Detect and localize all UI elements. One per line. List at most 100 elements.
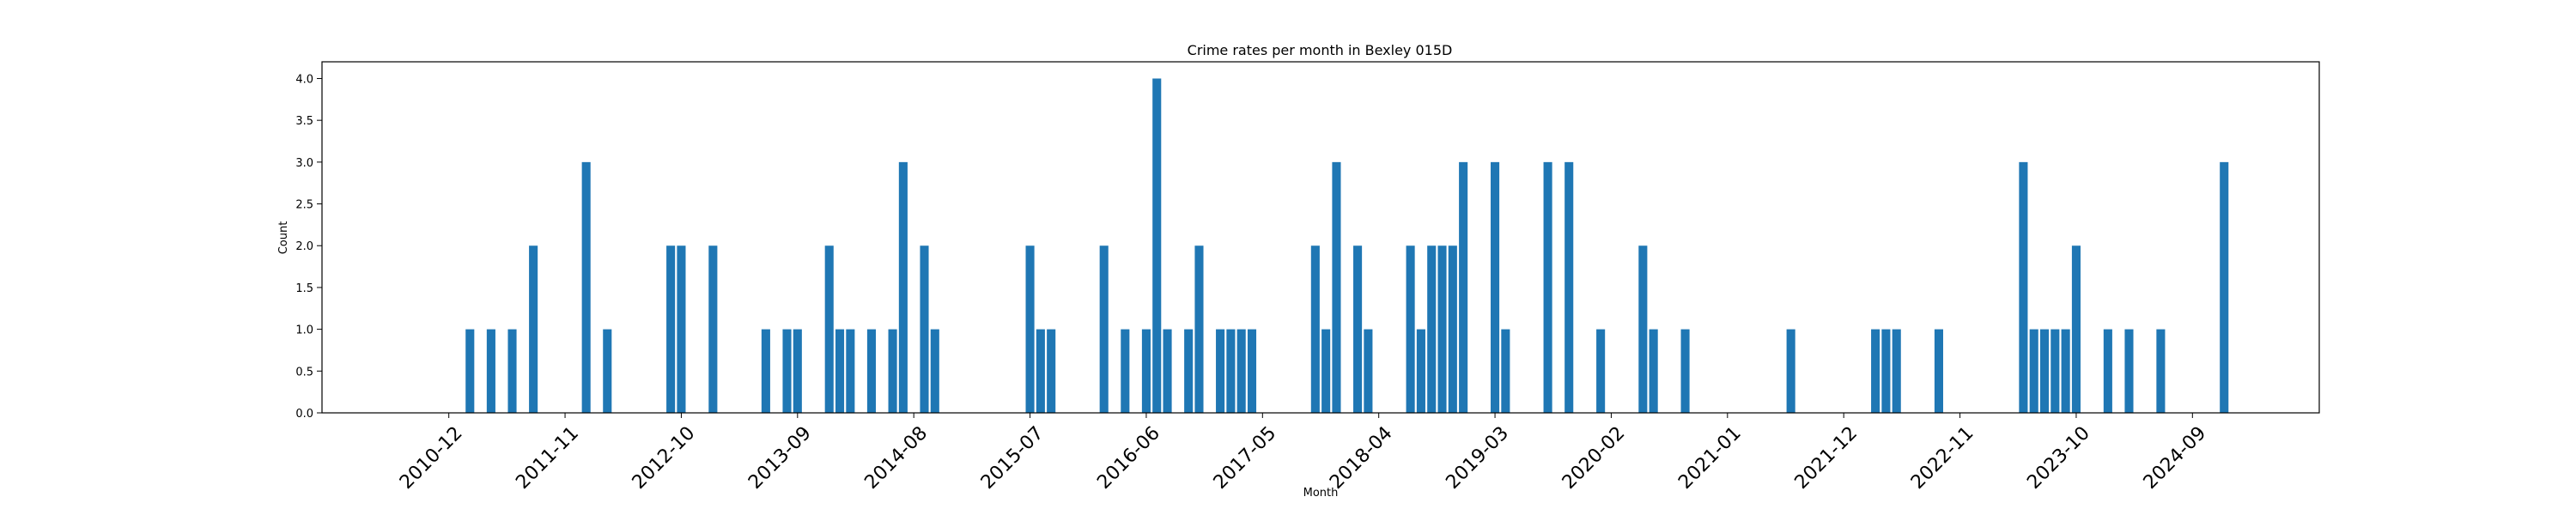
x-tick-label: 2012-10 (629, 422, 700, 494)
bar-2013-06 (761, 329, 770, 413)
bar-2017-03 (1236, 329, 1246, 413)
bar-2022-09 (1934, 329, 1943, 413)
bar-2023-09 (2061, 329, 2070, 413)
bar-2018-08 (1416, 329, 1425, 413)
bar-2023-06 (2029, 329, 2038, 413)
bar-2024-01 (2103, 329, 2112, 413)
bar-2011-02 (465, 329, 475, 413)
bar-2013-09 (793, 329, 802, 413)
y-tick-label: 3.0 (295, 157, 313, 170)
bar-2016-10 (1184, 329, 1194, 413)
y-axis: 0.0 0.5 1.0 1.5 2.0 2.5 3.0 3.5 4.0 (295, 73, 322, 421)
bar-2019-03 (1491, 161, 1500, 414)
bar-2023-10 (2071, 245, 2081, 413)
bar-2017-11 (1321, 329, 1331, 413)
x-tick-label: 2015-07 (977, 422, 1048, 494)
plot-frame (321, 61, 2320, 414)
bar-2017-10 (1310, 245, 1320, 413)
y-tick-label: 2.5 (295, 199, 313, 212)
bar-2013-01 (708, 245, 718, 413)
bar-2018-10 (1437, 245, 1447, 413)
bar-2024-03 (2124, 329, 2134, 413)
bar-2017-12 (1332, 161, 1341, 414)
x-tick-label: 2013-09 (744, 422, 816, 494)
x-tick-label: 2023-10 (2023, 422, 2094, 494)
bar-2014-02 (846, 329, 855, 413)
bar-2014-10 (930, 329, 939, 413)
bar-2018-02 (1353, 245, 1363, 413)
x-tick-label: 2021-01 (1674, 422, 1746, 494)
bar-2014-09 (920, 245, 929, 413)
bar-2022-04 (1881, 329, 1891, 413)
bar-2018-03 (1364, 329, 1373, 413)
bar-2019-10 (1564, 161, 1574, 414)
y-tick-label: 1.0 (295, 324, 313, 337)
bar-2014-07 (898, 161, 908, 414)
bar-2016-07 (1152, 78, 1162, 413)
bar-2013-12 (824, 245, 834, 413)
bar-2024-06 (2156, 329, 2166, 413)
bar-2023-05 (2019, 161, 2028, 414)
bar-2011-04 (486, 329, 495, 413)
bar-2022-05 (1892, 329, 1901, 413)
bar-2014-06 (888, 329, 897, 413)
bar-2014-04 (866, 329, 876, 413)
y-tick-label: 4.0 (295, 73, 313, 86)
x-tick-label: 2014-08 (861, 422, 933, 494)
bar-2012-10 (677, 245, 686, 413)
bar-2020-06 (1649, 329, 1658, 413)
bar-2018-09 (1427, 245, 1437, 413)
x-tick-label: 2019-03 (1442, 422, 1513, 494)
y-tick-label: 3.5 (295, 115, 313, 128)
bar-2013-08 (782, 329, 792, 413)
bar-2019-04 (1501, 329, 1510, 413)
bar-2015-07 (1025, 245, 1035, 413)
bar-2024-12 (2220, 161, 2229, 414)
x-tick-label: 2018-04 (1326, 422, 1397, 494)
x-tick-label: 2024-09 (2140, 422, 2211, 494)
bar-2015-09 (1047, 329, 1056, 413)
bar-2016-02 (1099, 245, 1109, 413)
x-tick-label: 2020-02 (1558, 422, 1630, 494)
bar-2016-08 (1163, 329, 1172, 413)
bar-2018-11 (1448, 245, 1457, 413)
bar-2017-01 (1216, 329, 1225, 413)
x-axis-label: Month (1303, 487, 1339, 500)
bar-2018-07 (1406, 245, 1415, 413)
x-tick-label: 2010-12 (396, 422, 467, 494)
x-tick-label: 2017-05 (1210, 422, 1281, 494)
x-tick-label: 2011-11 (512, 422, 583, 494)
y-tick-label: 0.5 (295, 366, 313, 379)
bar-2019-08 (1543, 161, 1552, 414)
bar-2022-03 (1871, 329, 1880, 413)
bar-2021-07 (1786, 329, 1795, 413)
bar-2020-01 (1596, 329, 1606, 413)
bar-2023-07 (2039, 329, 2050, 413)
y-tick-label: 1.5 (295, 282, 313, 295)
bar-2016-11 (1194, 245, 1204, 413)
bar-2012-01 (581, 161, 591, 414)
y-tick-label: 2.0 (295, 240, 313, 253)
bar-2011-06 (507, 329, 517, 413)
bar-2018-12 (1459, 161, 1468, 414)
bars-group (465, 78, 2229, 414)
bar-2017-04 (1247, 329, 1257, 413)
bar-2015-08 (1036, 329, 1045, 413)
bar-2023-08 (2050, 329, 2060, 413)
bar-2012-09 (666, 245, 676, 413)
bar-2020-09 (1680, 329, 1690, 413)
bar-2016-06 (1141, 329, 1151, 413)
chart-title: Crime rates per month in Bexley 015D (1188, 42, 1453, 58)
x-axis: 2010-12 2011-11 2012-10 2013-09 2014-08 2015-… (396, 413, 2210, 494)
x-tick-label: 2016-06 (1093, 422, 1164, 494)
bar-2016-04 (1121, 329, 1130, 413)
y-axis-label: Count (277, 221, 290, 255)
bar-2012-03 (603, 329, 612, 413)
x-tick-label: 2021-12 (1791, 422, 1862, 494)
y-tick-label: 0.0 (295, 408, 313, 421)
bar-2017-02 (1226, 329, 1236, 413)
x-tick-label: 2022-11 (1907, 422, 1978, 494)
bar-2011-08 (529, 245, 538, 413)
bar-2020-05 (1638, 245, 1648, 413)
